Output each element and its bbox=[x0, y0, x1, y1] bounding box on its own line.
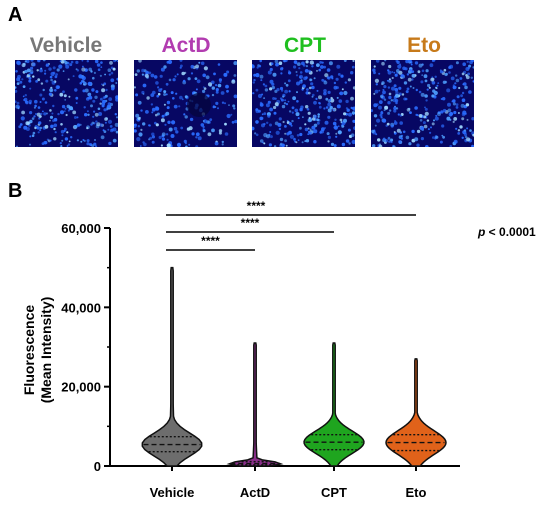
violin-cpt bbox=[303, 342, 365, 467]
significance-label: **** bbox=[241, 216, 260, 230]
y-tick-label: 20,000 bbox=[61, 380, 101, 395]
violin-chart: 0 20,000 40,000 60,000 Fluorescence(Mean Int… bbox=[21, 199, 536, 500]
microscopy-image-actd bbox=[134, 60, 237, 147]
violin-actd bbox=[226, 342, 284, 467]
microscopy-image-vehicle bbox=[15, 60, 118, 147]
x-tick-label: CPT bbox=[321, 485, 347, 500]
p-value-label: p < 0.0001 bbox=[477, 225, 536, 239]
microscopy-image-cpt bbox=[252, 60, 355, 147]
y-tick-label: 60,000 bbox=[61, 221, 101, 236]
microscopy-image-eto bbox=[371, 60, 474, 147]
x-tick-label: Eto bbox=[406, 485, 427, 500]
y-tick-label: 40,000 bbox=[61, 300, 101, 315]
image-title-actd: ActD bbox=[161, 34, 211, 57]
x-tick-label: ActD bbox=[240, 485, 270, 500]
significance-label: **** bbox=[247, 199, 266, 213]
panel-label-a: A bbox=[8, 4, 23, 26]
y-tick-label: 0 bbox=[94, 459, 101, 474]
violin-eto bbox=[385, 358, 447, 467]
image-title-vehicle: Vehicle bbox=[29, 34, 103, 57]
y-axis-label: Fluorescence(Mean Intensity) bbox=[21, 297, 54, 404]
image-title-cpt: CPT bbox=[284, 34, 326, 57]
violin-vehicle bbox=[141, 266, 203, 467]
image-title-eto: Eto bbox=[407, 34, 441, 57]
significance-label: **** bbox=[201, 234, 220, 248]
panel-label-b: B bbox=[8, 180, 23, 202]
x-tick-label: Vehicle bbox=[150, 485, 195, 500]
